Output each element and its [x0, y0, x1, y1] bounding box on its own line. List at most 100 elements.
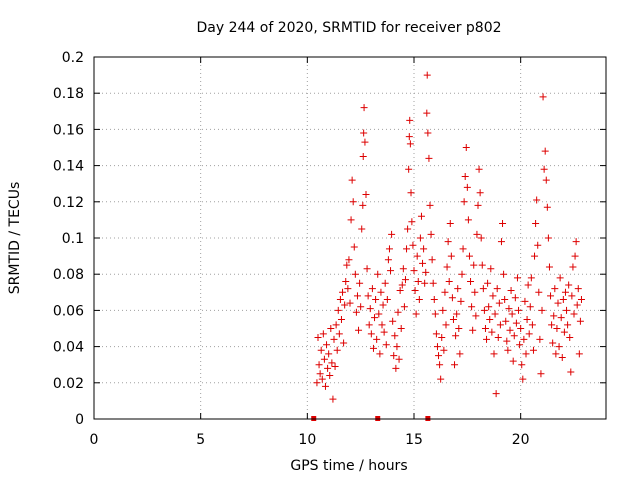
data-point: [512, 319, 520, 327]
data-point: [433, 343, 441, 351]
data-point: [541, 147, 549, 155]
data-point: [476, 189, 484, 197]
data-point: [435, 352, 443, 360]
data-point: [470, 261, 478, 269]
data-point: [552, 350, 560, 358]
data-point: [364, 292, 372, 300]
data-point: [355, 326, 363, 334]
data-point: [401, 276, 409, 284]
chart-title: Day 244 of 2020, SRMTID for receiver p80…: [196, 20, 501, 36]
data-point: [555, 343, 563, 351]
data-point: [321, 382, 329, 390]
data-point: [513, 274, 521, 282]
data-point: [551, 285, 559, 293]
data-point: [502, 317, 510, 325]
data-point: [572, 238, 580, 246]
data-point: [419, 259, 427, 267]
data-point: [558, 353, 566, 361]
data-point: [388, 230, 396, 238]
data-point: [548, 321, 556, 329]
data-point: [335, 330, 343, 338]
data-point: [497, 238, 505, 246]
data-point: [455, 325, 463, 332]
data-point: [404, 225, 412, 233]
data-point: [543, 203, 551, 211]
data-point: [352, 308, 360, 316]
data-point: [323, 341, 331, 349]
data-point: [471, 288, 479, 296]
data-point: [532, 220, 540, 228]
data-point: [380, 328, 388, 336]
data-point: [505, 305, 513, 313]
data-point: [347, 216, 355, 224]
data-point: [319, 330, 327, 338]
data-point: [368, 285, 376, 293]
data-point: [423, 71, 431, 79]
data-point: [443, 263, 451, 271]
data-point: [472, 312, 480, 320]
data-point: [523, 315, 531, 323]
data-point: [477, 234, 485, 242]
data-point: [429, 279, 437, 287]
data-point: [317, 346, 325, 354]
data-point: [478, 261, 486, 269]
data-point: [350, 243, 358, 251]
data-point: [412, 310, 420, 318]
y-tick-label: 0.12: [53, 195, 84, 211]
data-point: [469, 326, 477, 334]
y-tick-label: 0.18: [53, 86, 84, 102]
data-point: [372, 296, 380, 304]
data-point: [545, 263, 553, 271]
data-point: [563, 306, 571, 314]
data-point: [346, 299, 354, 307]
data-point: [571, 252, 579, 260]
data-point: [366, 305, 374, 313]
data-point: [487, 265, 495, 273]
data-point: [550, 312, 558, 320]
data-point: [480, 306, 488, 314]
data-point: [408, 218, 416, 226]
data-point: [451, 361, 459, 369]
data-point: [387, 267, 395, 275]
data-point: [465, 252, 473, 260]
data-point: [486, 315, 494, 323]
data-point: [535, 288, 543, 296]
data-point: [318, 375, 326, 383]
y-tick-label: 0.14: [53, 159, 84, 175]
x-tick-label: 10: [298, 432, 316, 448]
data-point: [341, 301, 349, 309]
data-point: [417, 212, 425, 220]
data-point: [565, 281, 573, 289]
data-point: [525, 330, 533, 338]
data-point: [424, 129, 432, 137]
data-point: [463, 183, 471, 191]
data-point: [348, 176, 356, 184]
data-point: [573, 301, 581, 309]
grid-lines: [94, 57, 606, 419]
data-point: [381, 279, 389, 287]
data-point: [324, 364, 332, 372]
data-point: [453, 310, 461, 318]
data-point: [384, 256, 392, 264]
data-point: [554, 299, 562, 307]
data-point: [436, 361, 444, 369]
data-point: [561, 288, 569, 296]
data-point: [393, 343, 401, 351]
data-point: [405, 133, 413, 141]
data-point: [516, 341, 524, 349]
data-point: [458, 270, 466, 278]
data-point: [542, 176, 550, 184]
data-point: [474, 201, 482, 209]
data-point: [423, 109, 431, 117]
data-point: [394, 308, 402, 316]
data-point: [376, 350, 384, 358]
data-point: [533, 196, 541, 204]
data-point: [529, 346, 537, 354]
data-point: [507, 286, 515, 294]
data-points: [311, 71, 585, 421]
data-point: [397, 325, 405, 332]
data-point: [441, 288, 449, 296]
data-point: [509, 357, 517, 365]
data-point: [422, 268, 430, 276]
data-point: [330, 335, 338, 343]
